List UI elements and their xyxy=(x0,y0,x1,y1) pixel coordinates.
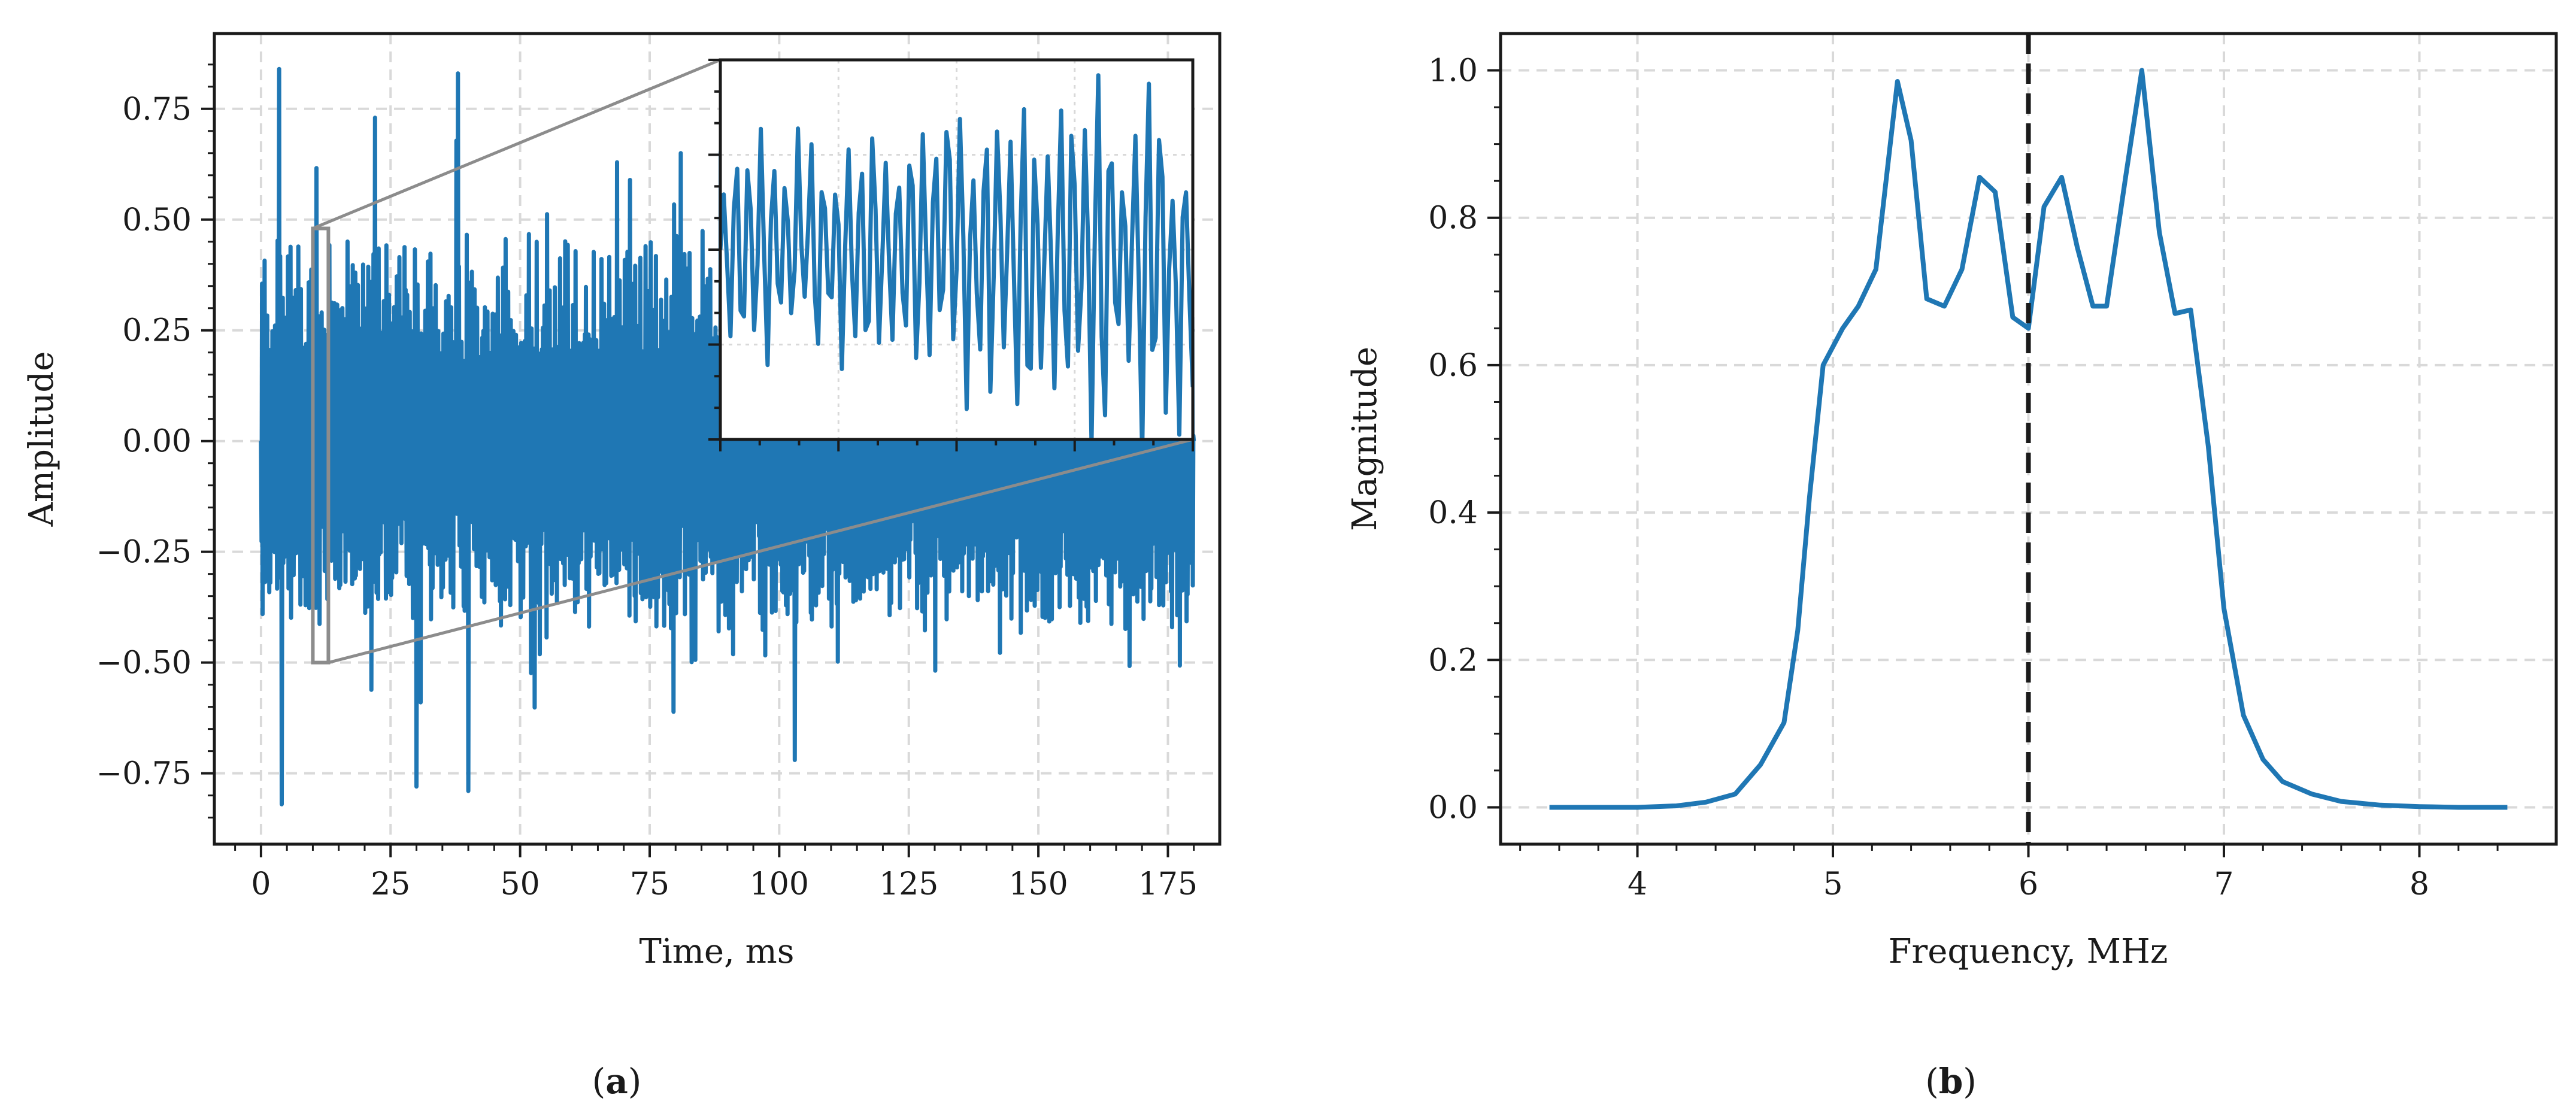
panel-b-ylabel: Magnitude xyxy=(1345,347,1384,531)
panel-b-caption: (b) xyxy=(1925,1061,1977,1102)
panel-a-xtick-label: 125 xyxy=(879,866,938,902)
panel-b-ytick-label: 0.8 xyxy=(1428,201,1478,236)
panel-a-zoom-connector-top xyxy=(312,58,721,230)
panel-a-xlabel: Time, ms xyxy=(640,932,795,971)
panel-b-ytick-label: 1.0 xyxy=(1428,53,1478,89)
panel-b-xtick-label: 5 xyxy=(1823,866,1842,902)
panel-a-ytick-label: 0.75 xyxy=(122,92,192,128)
panel-b-ytick-label: 0.6 xyxy=(1428,348,1478,384)
panel-b-ytick-label: 0.4 xyxy=(1428,495,1478,531)
panel-a-xtick-label: 100 xyxy=(750,866,809,902)
panel-a-ytick-label: 0.50 xyxy=(122,202,192,238)
panel-b-xtick-label: 4 xyxy=(1628,866,1647,902)
panel-a-ytick-label: −0.50 xyxy=(96,645,192,681)
panel-b-xtick-label: 8 xyxy=(2410,866,2429,902)
panel-b-frequency-chart: 4 5 6 7 8 0.0 0.2 0.4 0.6 0.8 1.0 Frequency, MHz M… xyxy=(1345,32,2558,1102)
panel-b-ytick-label: 0.2 xyxy=(1428,642,1478,678)
panel-a-ytick-label: −0.75 xyxy=(96,756,192,792)
panel-a-ytick-label: −0.25 xyxy=(96,535,192,571)
panel-a-zoom-indicator xyxy=(311,58,1193,665)
panel-b-xtick-label: 7 xyxy=(2214,866,2233,902)
panel-a-ticks: 0 25 50 75 100 125 150 175 −0.75 −0.50 −0.25 0.00 0.… xyxy=(96,63,1198,902)
panel-a-xtick-label: 0 xyxy=(251,866,271,902)
panel-a-ytick-label: 0.00 xyxy=(122,424,192,460)
panel-a-inset-series-line xyxy=(720,73,1193,439)
panel-b-series-line xyxy=(1549,68,2508,810)
panel-a-xtick-label: 50 xyxy=(501,866,540,902)
panel-a-axes-frame xyxy=(213,32,1222,846)
panel-a-ylabel: Amplitude xyxy=(22,351,61,527)
panel-a-time-domain-chart: 0 25 50 75 100 125 150 175 −0.75 −0.50 −0.25 0.00 0.… xyxy=(22,32,1222,1102)
panel-a-xtick-label: 25 xyxy=(371,866,410,902)
panel-a-ytick-label: 0.25 xyxy=(122,313,192,349)
panel-a-zoom-connector-bottom xyxy=(328,438,1193,665)
panel-a-caption: (a) xyxy=(592,1061,642,1102)
panel-b-series xyxy=(1549,68,2508,810)
panel-a-xtick-label: 175 xyxy=(1138,866,1198,902)
panel-b-ticks: 4 5 6 7 8 0.0 0.2 0.4 0.6 0.8 1.0 xyxy=(1428,53,2499,902)
panel-b-xtick-label: 6 xyxy=(2019,866,2038,902)
panel-b-ytick-label: 0.0 xyxy=(1428,790,1478,826)
panel-a-zoom-rect xyxy=(311,226,331,665)
panel-b-xlabel: Frequency, MHz xyxy=(1889,932,2168,971)
panel-a-xtick-label: 75 xyxy=(630,866,669,902)
panel-a-inset xyxy=(708,58,1195,451)
panel-a-xtick-label: 150 xyxy=(1008,866,1068,902)
